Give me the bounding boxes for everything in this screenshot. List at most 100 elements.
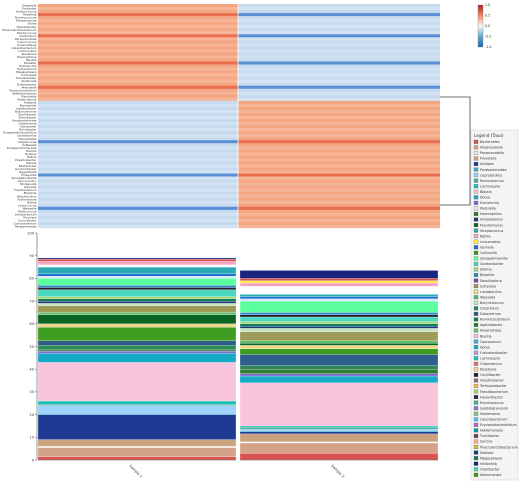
bar-segment — [37, 446, 237, 448]
heatmap-cell — [238, 143, 440, 147]
heatmap-row-label: Morganella — [20, 182, 37, 186]
legend-item-label: Subdoligranulum — [480, 406, 508, 410]
heatmap-cell — [238, 161, 440, 165]
legend-item-label: Blautia — [480, 190, 492, 194]
heatmap-cell — [38, 97, 238, 102]
legend-swatch — [473, 256, 479, 261]
heatmap-row-label: Holdemania — [18, 122, 36, 126]
heatmap-cell — [38, 185, 238, 189]
bar-segment — [239, 270, 439, 279]
legend-item-label: Megasphaera — [480, 456, 502, 460]
heatmap-cell — [38, 7, 238, 11]
heatmap-cell — [38, 152, 238, 156]
legend-item-label: Gemella — [480, 245, 494, 249]
heatmap-cell — [38, 58, 238, 62]
heatmap-row-label: Eggerthella — [19, 170, 36, 174]
legend-item-label: Weissella — [480, 295, 495, 299]
heatmap-cell — [238, 40, 440, 44]
heatmap-cell — [38, 13, 238, 17]
legend-item-label: Oribacterium — [480, 362, 502, 366]
heatmap-cell — [238, 158, 440, 162]
bar-segment — [37, 362, 237, 402]
legend-item-label: Agathobacter — [480, 323, 503, 327]
heatmap-cell — [238, 224, 440, 229]
legend-item-label: Terrisporobacter — [479, 384, 507, 388]
heatmap-row-label: Erysipelatoclostridium — [3, 131, 36, 135]
bar-segment — [37, 287, 237, 290]
legend-item-label: Klebsiella — [480, 207, 496, 211]
heatmap-cell — [238, 176, 440, 180]
heatmap-cell — [238, 31, 440, 35]
legend-swatch — [473, 434, 479, 438]
stacked-bar-chart: 0 10 20 30 40 50 60 70 80 90 100 Sample 1 Sample 2 — [27, 231, 439, 479]
heatmap-cell — [238, 140, 440, 144]
heatmap-row-label: Desulfovibrio — [17, 194, 37, 198]
heatmap-cell — [238, 167, 440, 171]
heatmap-cell — [38, 88, 238, 92]
legend-item-label: Holdemania — [480, 412, 500, 416]
heatmap-row-label: Alistipes — [24, 100, 37, 104]
heatmap-row-labels: KlebsiellaDorbacterEnterococcusRosellina… — [2, 4, 37, 229]
heatmap-cell — [38, 143, 238, 147]
heatmap-row-label: Veillonella — [21, 79, 36, 83]
heatmap-row-label: Collinsella — [21, 73, 36, 77]
heatmap-row-label: Catenibacterium — [12, 46, 37, 50]
heatmap-cell — [238, 28, 440, 32]
heatmap-cell — [38, 170, 238, 174]
heatmap-cell — [38, 209, 238, 214]
legend-swatch — [473, 150, 479, 155]
heatmap-row-label: Gemella — [24, 185, 37, 189]
heatmap-row-label: Coprococcus — [17, 40, 37, 44]
heatmap-cell — [238, 203, 440, 208]
heatmap-row-label: Odoribacter — [19, 116, 38, 120]
bar-segment — [37, 413, 237, 415]
heatmap-cell — [38, 82, 238, 86]
heatmap-cell — [38, 116, 238, 120]
heatmap-cell — [238, 206, 440, 211]
bar-segment — [239, 433, 439, 442]
heatmap-cell — [238, 73, 440, 77]
heatmap-row-label: Haemophilus — [17, 55, 37, 59]
legend-item-label: Erysipelatoclostridium — [480, 423, 517, 427]
legend-item-label: Odoribacter — [480, 467, 500, 471]
legend-item-label: Leuconostoc — [480, 240, 501, 244]
heatmap-cell — [238, 88, 440, 92]
heatmap-row-label: Ruminiclostridium — [9, 88, 36, 92]
heatmap-row-label: Faecalibacter — [17, 25, 38, 29]
heatmap-cell — [38, 4, 238, 8]
legend-item-label: Rothia — [480, 234, 490, 238]
legend-item-label: Bacteroides — [480, 140, 500, 144]
bar-segment — [239, 373, 439, 377]
heatmap-row-label: Gordonibacter — [15, 167, 37, 171]
heatmap-cell — [238, 218, 440, 223]
legend-item-label: Coprobacillus — [480, 173, 502, 177]
heatmap-row-label: Senegalimassilia — [11, 176, 36, 180]
x-tick-label: Sample 1 — [128, 464, 143, 479]
legend-swatch — [473, 206, 479, 211]
legend-swatch — [473, 156, 479, 161]
bar-segment — [37, 340, 237, 346]
legend-swatch — [473, 323, 479, 327]
heatmap-row-label: Enterobacter — [17, 82, 37, 86]
legend-swatch — [473, 372, 479, 377]
legend-swatch — [473, 217, 479, 222]
heatmap-row-label: Hafnia — [27, 155, 37, 159]
legend-swatch — [473, 295, 479, 300]
heatmap-cell — [38, 25, 238, 29]
heatmap-cell — [238, 61, 440, 65]
bar-segment — [239, 282, 439, 287]
legend-swatch — [473, 173, 479, 178]
heatmap-cell — [238, 16, 440, 20]
heatmap-row-label: Lactobacillus — [17, 134, 37, 138]
heatmap-row-label: Bilophila — [24, 191, 37, 195]
heatmap-cell — [38, 161, 238, 165]
heatmap-row-label: Raoultella — [22, 94, 37, 98]
legend-swatch — [473, 356, 479, 361]
heatmap-cell — [238, 82, 440, 86]
bar-segment — [37, 314, 237, 324]
heatmap-row-label: Megasphaera — [16, 70, 36, 74]
y-tick-label: 100 — [27, 231, 35, 235]
bar-segment — [37, 285, 237, 288]
legend-item-label: Phascolarctobacterium — [480, 445, 518, 449]
